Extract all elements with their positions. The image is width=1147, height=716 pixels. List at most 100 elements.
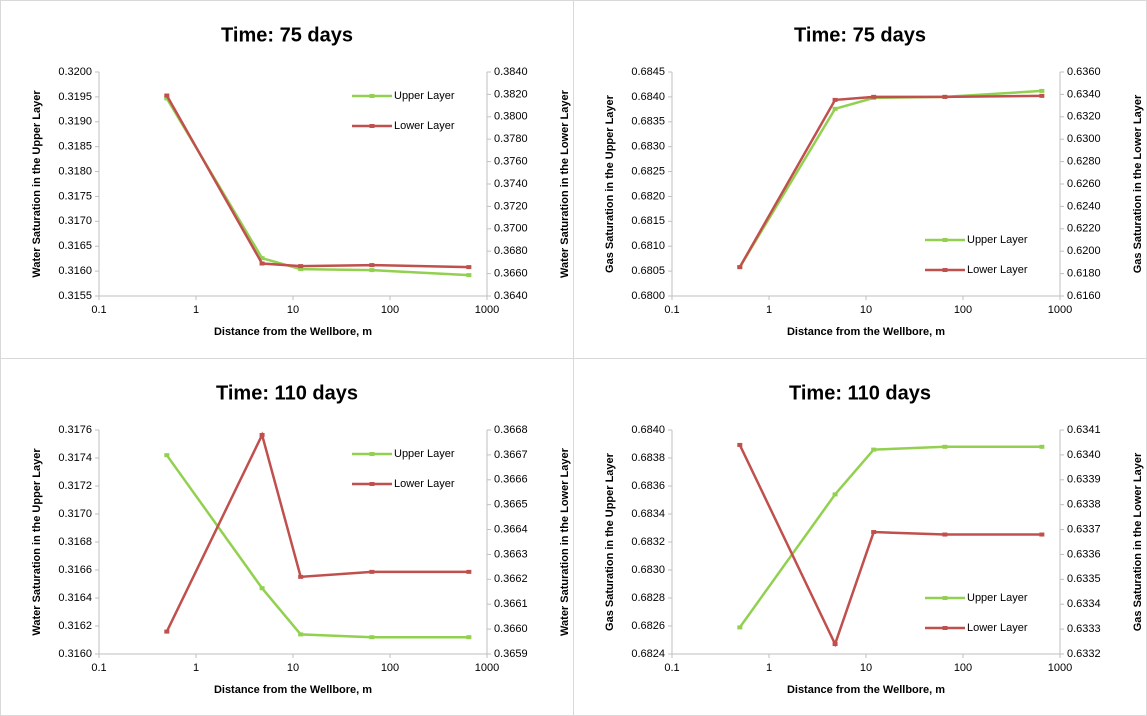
series-marker (466, 635, 472, 640)
series-marker (298, 267, 304, 272)
y-tick-label: 0.3160 (58, 265, 92, 277)
chart-title: Time: 110 days (789, 382, 931, 404)
legend-marker (369, 124, 375, 128)
y-axis-title: Water Saturation in the Upper Layer (31, 90, 43, 278)
y2-tick-label: 0.3760 (494, 156, 528, 168)
y-tick-label: 0.3160 (58, 648, 92, 660)
y-tick-label: 0.6810 (631, 240, 665, 252)
x-tick-label: 10 (860, 304, 872, 316)
series-marker (737, 625, 743, 630)
y-tick-label: 0.6800 (631, 290, 665, 302)
y-tick-label: 0.3168 (58, 536, 92, 548)
y2-tick-label: 0.6220 (1067, 223, 1101, 235)
series-marker (1039, 532, 1045, 537)
y-tick-label: 0.6825 (631, 165, 665, 177)
x-tick-label: 1000 (1048, 304, 1072, 316)
series-marker (466, 273, 472, 278)
legend-label: Upper Layer (394, 90, 455, 102)
y2-tick-label: 0.6339 (1067, 474, 1101, 486)
x-tick-label: 100 (954, 662, 972, 674)
y-tick-label: 0.6835 (631, 116, 665, 128)
y2-tick-label: 0.3659 (494, 648, 528, 660)
y-tick-label: 0.3162 (58, 620, 92, 632)
y-axis-title: Gas Saturation in the Upper Layer (604, 94, 616, 273)
y-tick-label: 0.6824 (631, 648, 665, 660)
y-tick-label: 0.6845 (631, 66, 665, 78)
x-tick-label: 10 (860, 662, 872, 674)
series-marker (832, 97, 838, 102)
x-tick-label: 1 (193, 304, 199, 316)
y-tick-label: 0.3165 (58, 240, 92, 252)
y2-tick-label: 0.3660 (494, 268, 528, 280)
y-axis-title: Water Saturation in the Upper Layer (31, 448, 43, 636)
series-marker (832, 106, 838, 111)
y2-tick-label: 0.6332 (1067, 648, 1101, 660)
y2-tick-label: 0.6300 (1067, 133, 1101, 145)
y2-tick-label: 0.3668 (494, 424, 528, 436)
x-axis-title: Distance from the Wellbore, m (214, 684, 372, 696)
y2-tick-label: 0.6336 (1067, 548, 1101, 560)
series-marker (832, 492, 838, 497)
y2-tick-label: 0.3700 (494, 223, 528, 235)
x-tick-label: 0.1 (91, 662, 106, 674)
x-tick-label: 1 (766, 662, 772, 674)
legend-label: Upper Layer (967, 234, 1028, 246)
chart-title: Time: 110 days (216, 382, 358, 404)
y2-tick-label: 0.6334 (1067, 598, 1101, 610)
y-tick-label: 0.3172 (58, 480, 92, 492)
y-tick-label: 0.6834 (631, 508, 665, 520)
y-tick-label: 0.6805 (631, 265, 665, 277)
series-marker (298, 632, 304, 637)
y-tick-label: 0.3195 (58, 91, 92, 103)
y-tick-label: 0.3174 (58, 452, 92, 464)
series-marker (1039, 444, 1045, 449)
y2-tick-label: 0.3663 (494, 548, 528, 560)
y2-axis-title: Gas Saturation in the Lower Layer (1132, 452, 1144, 631)
y2-tick-label: 0.3720 (494, 200, 528, 212)
x-tick-label: 1000 (475, 304, 499, 316)
x-tick-label: 100 (381, 304, 399, 316)
series-marker (259, 586, 265, 591)
y-tick-label: 0.3190 (58, 116, 92, 128)
series-marker (298, 264, 304, 269)
y2-tick-label: 0.6340 (1067, 449, 1101, 461)
legend-label: Upper Layer (967, 592, 1028, 604)
y-tick-label: 0.6815 (631, 215, 665, 227)
legend-marker (942, 626, 948, 630)
y2-axis-title: Gas Saturation in the Lower Layer (1132, 94, 1144, 273)
series-marker (832, 642, 838, 647)
y-tick-label: 0.6832 (631, 536, 665, 548)
y2-tick-label: 0.6240 (1067, 200, 1101, 212)
y2-tick-label: 0.3840 (494, 66, 528, 78)
series-marker (871, 447, 877, 452)
y2-tick-label: 0.6340 (1067, 88, 1101, 100)
x-tick-label: 0.1 (91, 304, 106, 316)
y-tick-label: 0.3155 (58, 290, 92, 302)
x-axis-title: Distance from the Wellbore, m (214, 326, 372, 338)
legend-marker (369, 482, 375, 486)
y-tick-label: 0.6840 (631, 91, 665, 103)
series-marker (737, 442, 743, 447)
y2-tick-label: 0.3662 (494, 573, 528, 585)
y2-tick-label: 0.3680 (494, 245, 528, 257)
y-tick-label: 0.6840 (631, 424, 665, 436)
x-axis-title: Distance from the Wellbore, m (787, 326, 945, 338)
legend-label: Lower Layer (967, 622, 1028, 634)
y-tick-label: 0.6836 (631, 480, 665, 492)
series-marker (942, 444, 948, 449)
y2-tick-label: 0.6260 (1067, 178, 1101, 190)
y2-tick-label: 0.3640 (494, 290, 528, 302)
legend-label: Lower Layer (394, 120, 455, 132)
x-tick-label: 0.1 (664, 662, 679, 674)
y2-tick-label: 0.6360 (1067, 66, 1101, 78)
y2-tick-label: 0.3740 (494, 178, 528, 190)
y-tick-label: 0.3170 (58, 215, 92, 227)
y-tick-label: 0.6828 (631, 592, 665, 604)
legend-marker (369, 452, 375, 456)
x-tick-label: 1000 (475, 662, 499, 674)
legend-label: Lower Layer (967, 264, 1028, 276)
y-tick-label: 0.3166 (58, 564, 92, 576)
x-tick-label: 10 (287, 304, 299, 316)
y2-tick-label: 0.6341 (1067, 424, 1101, 436)
y2-tick-label: 0.3665 (494, 499, 528, 511)
